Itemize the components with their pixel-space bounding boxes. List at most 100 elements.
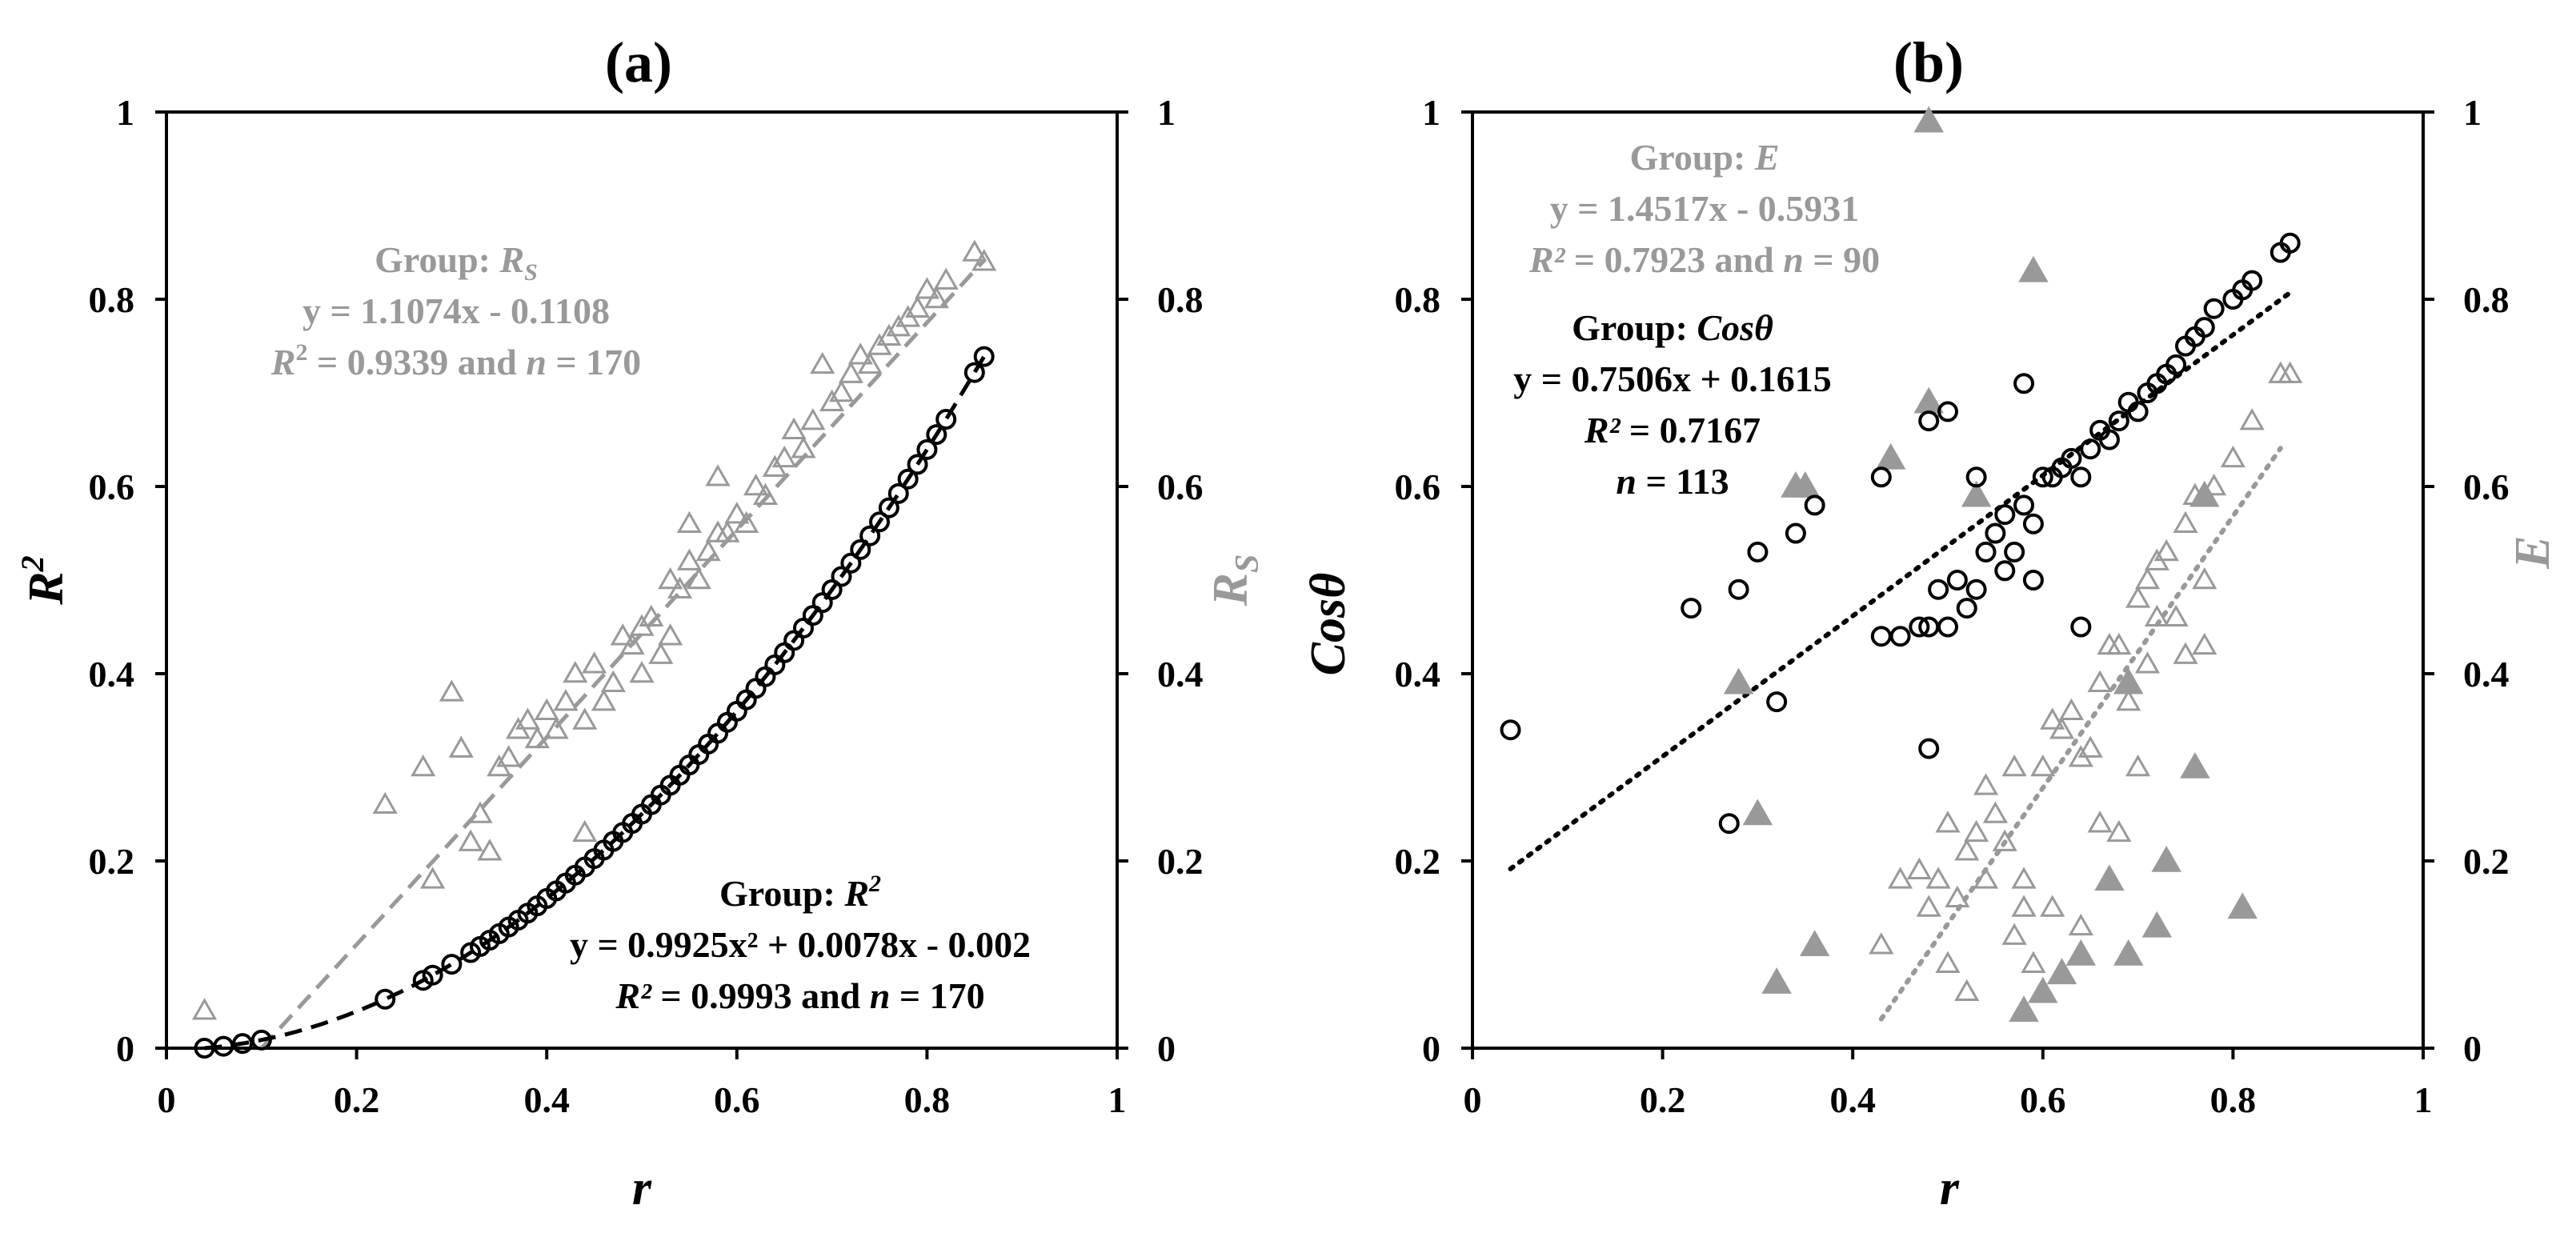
cos-point xyxy=(1909,616,1930,638)
annotation-r2-stats: R² = 0.9993 and n = 170 xyxy=(615,975,984,1016)
e-point-open xyxy=(1869,932,1894,955)
rs-point xyxy=(962,239,988,262)
rs-point xyxy=(857,351,883,374)
e-point-open xyxy=(2040,895,2065,917)
cos-point xyxy=(1975,541,1997,562)
cos-point xyxy=(1785,522,1806,544)
panel-a-annotation-rs: Group: RS y = 1.1074x - 0.1108 R2 = 0.93… xyxy=(270,239,641,382)
annotation-cos-equation: y = 0.7506x + 0.1615 xyxy=(1513,358,1831,399)
cos-point xyxy=(2032,466,2053,488)
e-point-open xyxy=(2001,754,2027,777)
panel-b-x-tick-label: 1 xyxy=(2414,1079,2433,1120)
e-point-filled xyxy=(2113,667,2144,695)
panel-a-plot-area xyxy=(165,110,1119,1050)
cos-point xyxy=(1718,813,1740,835)
cos-point xyxy=(2070,466,2092,488)
r2-point xyxy=(887,482,909,504)
rs-point xyxy=(752,482,779,505)
r2-point xyxy=(926,424,947,446)
annotation-rs-group: Group: RS xyxy=(375,239,538,286)
cos-point xyxy=(1804,494,1825,516)
cos-point xyxy=(2127,401,2149,422)
panel-a-y-tick-label: 0.4 xyxy=(89,654,135,695)
rs-point xyxy=(458,829,483,851)
e-point-open xyxy=(2087,670,2113,692)
e-point-open xyxy=(2201,473,2227,496)
cos-point xyxy=(1994,560,2016,582)
e-point-open xyxy=(2058,698,2085,721)
e-point-filled xyxy=(2227,892,2258,919)
panel-b-y-tick-label: 1 xyxy=(1422,92,1440,133)
r2-point xyxy=(375,988,396,1010)
e-point-open xyxy=(2077,735,2103,758)
panel-b-axes: 0 0.2 0.4 0.6 0.8 100.20.40.60.8100.20.40.60.… xyxy=(1395,92,2510,1120)
panel-b-y-tick-label: 0.6 xyxy=(1395,466,1441,507)
e-point-open xyxy=(2153,538,2179,562)
panel-b-annotation-cos: Group: Cosθ y = 0.7506x + 0.1615 R² = 0.… xyxy=(1513,307,1831,502)
cos-point xyxy=(2279,232,2301,254)
e-point-filled xyxy=(2046,958,2077,985)
rs-point xyxy=(448,735,474,758)
cos-point xyxy=(2061,447,2082,469)
rs-point xyxy=(439,679,464,702)
cos-point xyxy=(1965,578,1987,600)
r2-point xyxy=(859,525,881,546)
cos-point xyxy=(1956,598,1977,619)
panel-b-y-tick-label: 0.8 xyxy=(1395,279,1441,320)
panel-a-y2-tick-label: 1 xyxy=(1157,92,1176,133)
panel-b-x-tick-label: 0 xyxy=(1464,1079,1482,1120)
r2-point xyxy=(916,438,938,460)
rs-point xyxy=(715,520,740,542)
panel-a-y2-tick-label: 0.8 xyxy=(1157,279,1204,320)
cos-point xyxy=(1918,738,1940,759)
e-point-open xyxy=(1992,829,2017,851)
rs-point xyxy=(676,548,702,570)
cos-point xyxy=(1681,598,1702,619)
e-point-open xyxy=(1954,839,1980,861)
panel-b-title: (b) xyxy=(1893,30,1964,94)
panel-b-x-axis-label: r xyxy=(1940,1161,1960,1215)
e-point-open xyxy=(2106,819,2132,843)
e-fit-line xyxy=(1878,446,2283,1022)
r2-point xyxy=(422,964,443,986)
panel-a-y2-tick-label: 0.6 xyxy=(1157,466,1204,507)
e-point-open xyxy=(1935,811,1961,833)
rs-point xyxy=(791,436,816,458)
cos-point xyxy=(1889,626,1911,647)
rs-point xyxy=(543,717,569,739)
annotation-e-stats: R² = 0.7923 and n = 90 xyxy=(1528,239,1880,280)
panel-a-x-tick-label: 0 xyxy=(158,1079,176,1120)
r2-point xyxy=(973,346,995,367)
rs-point xyxy=(600,670,626,692)
e-point-open xyxy=(2125,754,2151,777)
r2-point xyxy=(831,566,852,587)
r2-point xyxy=(821,578,843,600)
rs-point xyxy=(372,791,398,815)
cos-point xyxy=(2013,373,2035,394)
e-point-filled xyxy=(1723,667,1754,695)
cos-point xyxy=(2203,298,2225,319)
panel-b-x-tick-label: 0.2 xyxy=(1640,1079,1686,1120)
r2-point xyxy=(935,409,957,430)
e-point-open xyxy=(1973,867,1999,889)
rs-point xyxy=(658,566,683,590)
rs-point xyxy=(705,464,731,486)
panel-a-x-tick-label: 0.2 xyxy=(334,1079,380,1120)
cos-point xyxy=(2080,438,2101,460)
panel-b-y-tick-label: 0.4 xyxy=(1395,654,1441,695)
panel-a-x-tick-label: 0.4 xyxy=(523,1079,570,1120)
e-point-open xyxy=(2134,566,2161,590)
e-point-open xyxy=(2011,867,2037,889)
rs-point xyxy=(658,623,683,646)
cos-fit-line xyxy=(1508,290,2293,871)
panel-a-x-tick-label: 0.8 xyxy=(904,1079,951,1120)
panel-a-title: (a) xyxy=(605,30,672,94)
panel-a-annotation-r2: Group: R2 y = 0.9925x² + 0.0078x - 0.002… xyxy=(570,871,1031,1016)
rs-point xyxy=(800,408,826,430)
panel-a-y-tick-label: 0.8 xyxy=(89,279,135,320)
e-point-open xyxy=(2239,408,2265,430)
panel-b-y-axis-label: Cosθ xyxy=(1301,573,1356,676)
cos-point xyxy=(1747,541,1769,562)
annotation-cos-group: Group: Cosθ xyxy=(1572,307,1773,348)
rs-point xyxy=(972,249,997,271)
